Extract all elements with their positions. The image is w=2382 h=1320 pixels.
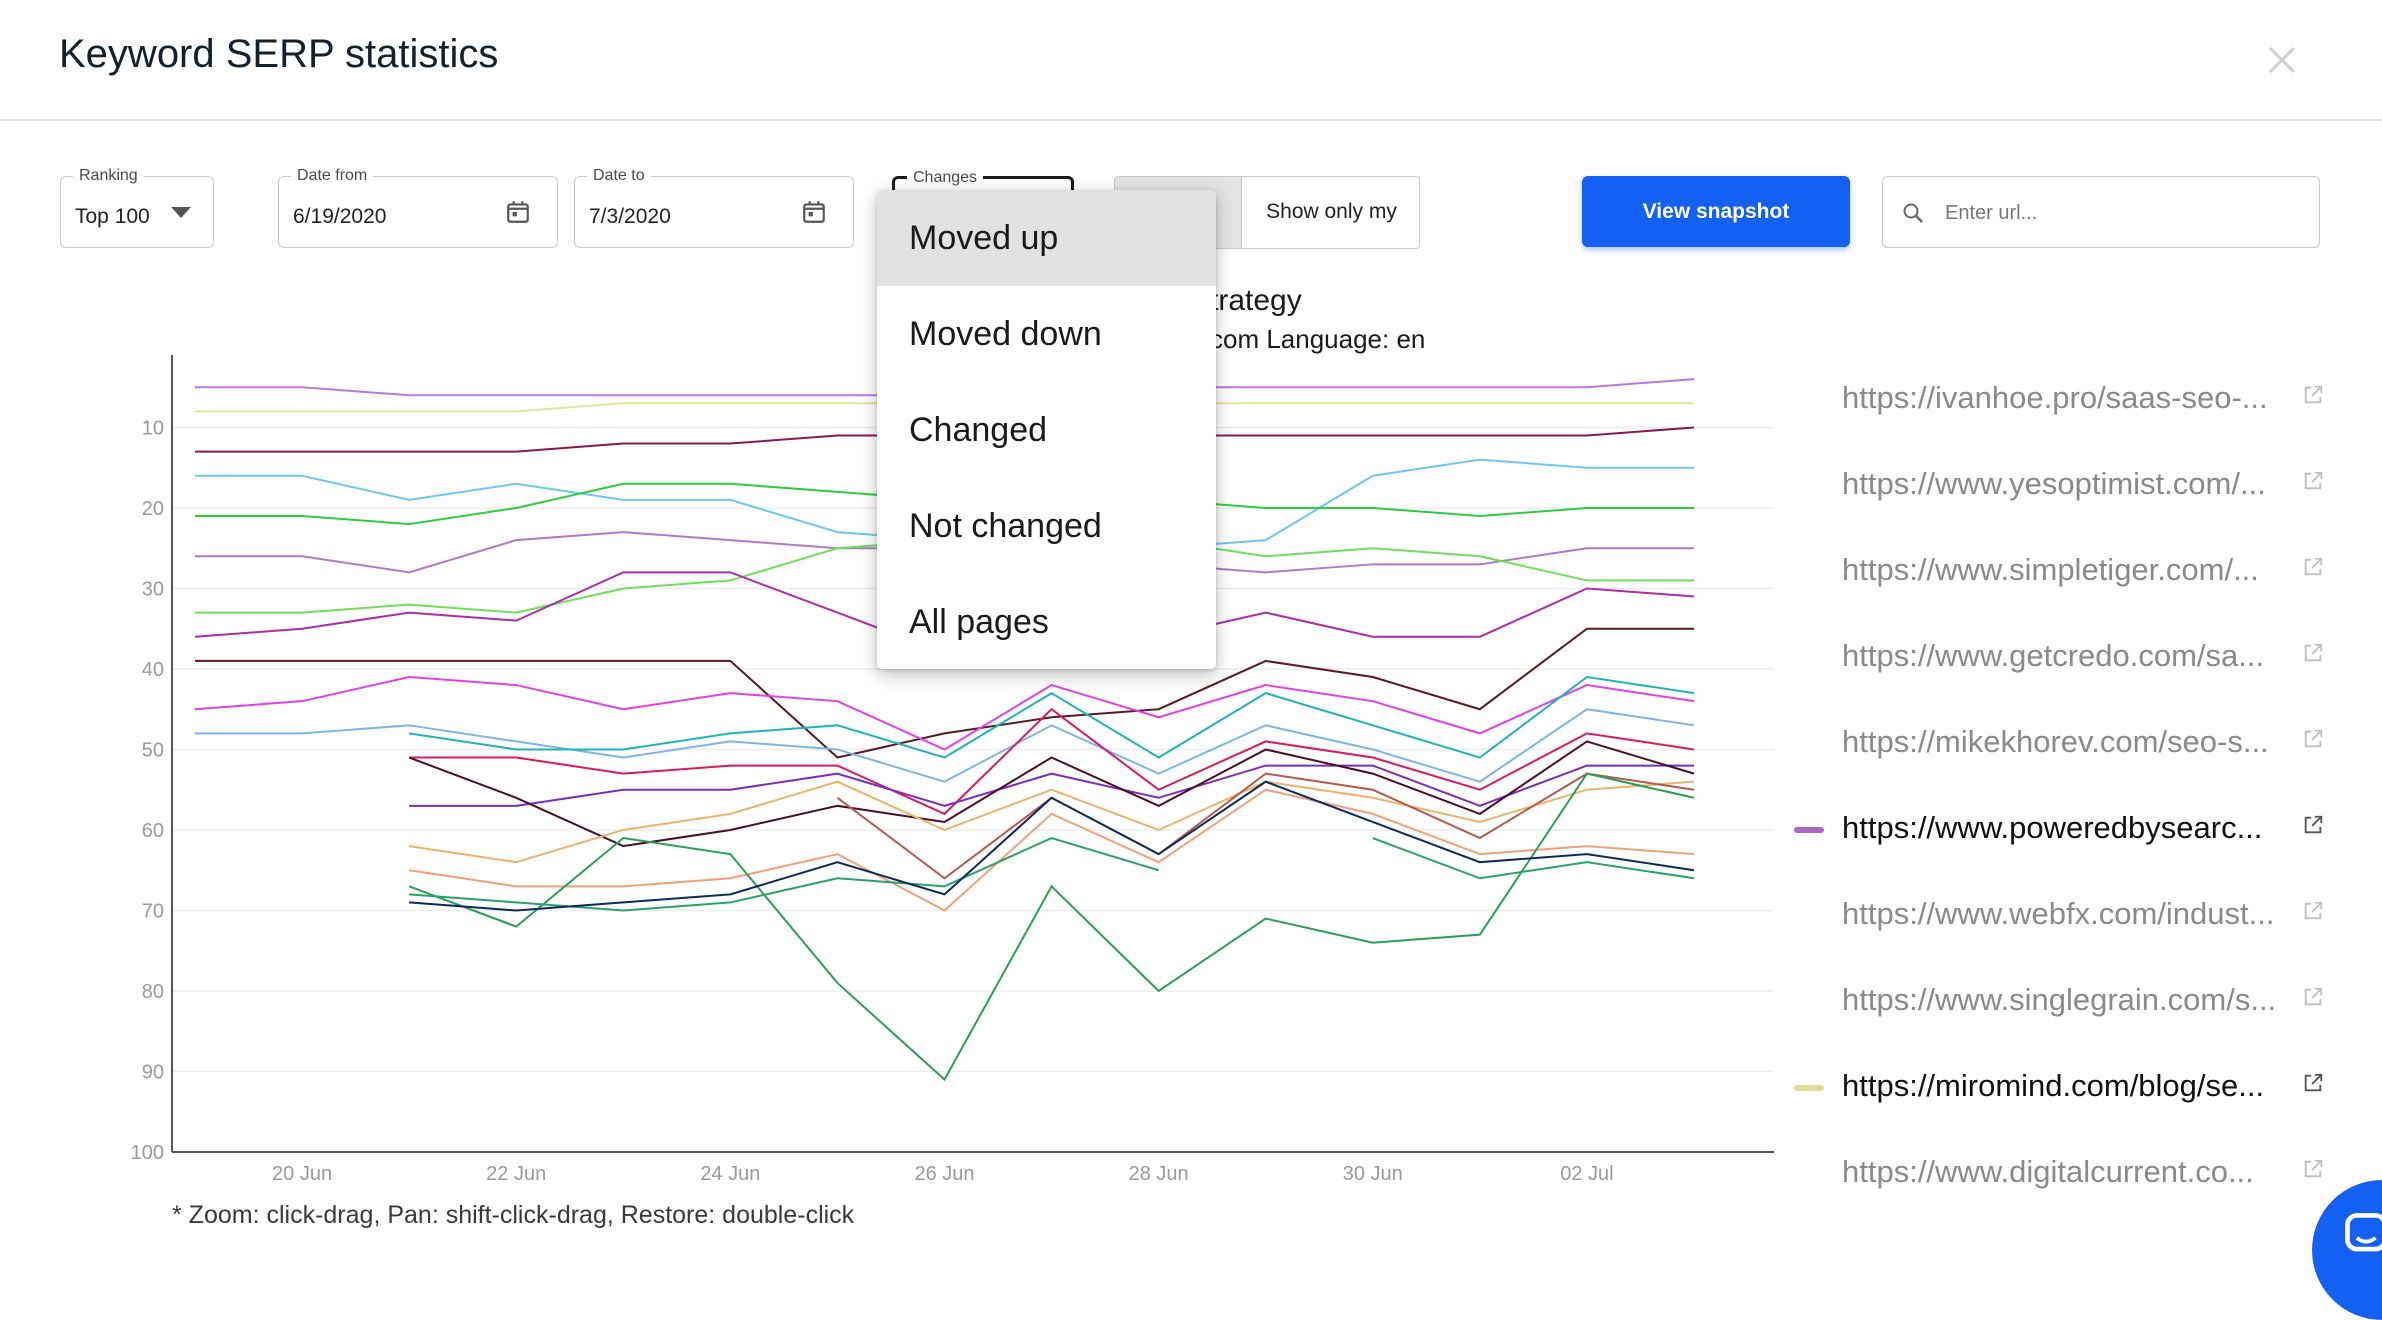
x-tick-label: 22 Jun (486, 1163, 546, 1180)
search-icon (1903, 203, 1923, 223)
series-line-19 (409, 836, 1159, 912)
legend-url[interactable]: https://miromind.com/blog/se... (1842, 1068, 2265, 1103)
series-line-16 (836, 772, 1695, 880)
series-line-8 (195, 627, 1694, 759)
dropdown-option-moved-up[interactable]: Moved up (877, 190, 1216, 286)
calendar-icon[interactable] (801, 199, 827, 225)
external-link-icon[interactable] (2302, 728, 2324, 750)
series-line-19 (1372, 837, 1695, 880)
legend-item[interactable]: https://mikekhorev.com/seo-s... (1790, 722, 2350, 762)
series-line-9 (194, 676, 1695, 751)
chart-title: trategy (1210, 284, 1302, 317)
legend-item[interactable]: https://www.poweredbysearc... (1790, 808, 2350, 848)
date-from-value: 6/19/2020 (293, 205, 387, 228)
y-tick-label: 60 (142, 820, 164, 842)
date-to-value: 7/3/2020 (589, 205, 671, 228)
y-tick-label: 100 (131, 1142, 164, 1164)
series-line-20 (409, 780, 1695, 912)
y-tick-label: 90 (142, 1061, 164, 1083)
y-tick-label: 70 (142, 900, 164, 922)
x-tick-label: 02 Jul (1560, 1163, 1613, 1180)
external-link-icon[interactable] (2302, 1072, 2324, 1094)
date-to-label: Date to (587, 167, 651, 185)
legend-url[interactable]: https://mikekhorev.com/seo-s... (1842, 724, 2269, 759)
x-tick-label: 26 Jun (914, 1163, 974, 1180)
x-tick-label: 20 Jun (272, 1163, 332, 1180)
series-line-18 (408, 772, 1695, 1082)
external-link-icon[interactable] (2302, 556, 2324, 578)
ranking-value: Top 100 (75, 205, 150, 228)
legend-url[interactable]: https://ivanhoe.pro/saas-seo-... (1842, 380, 2268, 415)
legend-url[interactable]: https://www.simpletiger.com/... (1842, 552, 2259, 587)
series-line-14 (408, 740, 1695, 848)
legend-item[interactable]: https://ivanhoe.pro/saas-seo-... (1790, 378, 2350, 418)
date-from-field[interactable]: Date from 6/19/2020 (278, 167, 558, 248)
y-tick-label: 80 (142, 981, 164, 1003)
chat-icon (2345, 1213, 2382, 1252)
legend-swatch (1794, 1085, 1824, 1091)
external-link-icon[interactable] (2302, 642, 2324, 664)
legend-url[interactable]: https://www.webfx.com/indust... (1842, 896, 2275, 931)
changes-label: Changes (907, 169, 984, 187)
y-tick-label: 40 (142, 659, 164, 681)
legend-url[interactable]: https://www.getcredo.com/sa... (1842, 638, 2265, 673)
dropdown-option-changed[interactable]: Changed (909, 411, 1048, 449)
series-line-12 (409, 707, 1695, 816)
chat-widget-button[interactable] (2312, 1180, 2382, 1320)
series-line-17 (408, 788, 1695, 912)
x-tick-label: 30 Jun (1343, 1163, 1403, 1180)
legend-url[interactable]: https://www.singlegrain.com/s... (1842, 982, 2277, 1017)
y-tick-label: 50 (142, 739, 164, 761)
date-from-label: Date from (291, 167, 374, 185)
legend-item[interactable]: https://www.yesoptimist.com/... (1790, 464, 2350, 504)
legend-item[interactable]: https://www.getcredo.com/sa... (1790, 636, 2350, 676)
dropdown-option-not-changed[interactable]: Not changed (909, 507, 1102, 545)
page-title: Keyword SERP statistics (59, 32, 499, 76)
series-line-10 (195, 708, 1695, 783)
caret-down-icon (171, 207, 191, 218)
chart-subtitle: com Language: en (1210, 324, 1426, 354)
changes-dropdown-menu: Moved up Moved down Changed Not changed All … (877, 190, 1216, 669)
zoom-hint: * Zoom: click-drag, Pan: shift-click-dra… (172, 1201, 855, 1229)
x-tick-label: 24 Jun (700, 1163, 760, 1180)
external-link-icon[interactable] (2302, 986, 2324, 1008)
external-link-icon[interactable] (2302, 814, 2324, 836)
external-link-icon[interactable] (2302, 470, 2324, 492)
date-to-field[interactable]: Date to 7/3/2020 (574, 167, 854, 248)
x-tick-label: 28 Jun (1129, 1163, 1189, 1180)
legend-item[interactable]: https://www.simpletiger.com/... (1790, 550, 2350, 590)
legend-item[interactable]: https://www.digitalcurrent.co... (1790, 1152, 2350, 1192)
y-tick-label: 20 (142, 498, 164, 520)
legend-url[interactable]: https://www.yesoptimist.com/... (1842, 466, 2266, 501)
dropdown-option-all-pages[interactable]: All pages (909, 603, 1049, 641)
series-line-13 (409, 764, 1694, 807)
legend-item[interactable]: https://www.singlegrain.com/s... (1790, 980, 2350, 1020)
close-icon[interactable] (2262, 40, 2302, 80)
chart-axes: 10 20 30 40 50 60 70 80 90 100 20 Jun 22 Jun 24 Jun 2… (131, 355, 1774, 1180)
dropdown-option-moved-down[interactable]: Moved down (909, 315, 1102, 353)
series-line-15 (408, 780, 1695, 864)
url-search[interactable] (1882, 176, 2320, 248)
legend-item[interactable]: https://www.webfx.com/indust... (1790, 894, 2350, 934)
external-link-icon[interactable] (2302, 1158, 2324, 1180)
legend-url[interactable]: https://www.digitalcurrent.co... (1842, 1154, 2254, 1189)
series-line-11 (408, 675, 1695, 759)
y-tick-label: 10 (142, 417, 164, 439)
url-search-input[interactable] (1943, 195, 2307, 231)
view-snapshot-button[interactable]: View snapshot (1582, 176, 1850, 247)
calendar-icon[interactable] (505, 199, 531, 225)
ranking-label: Ranking (73, 167, 144, 185)
legend-url[interactable]: https://www.poweredbysearc... (1842, 810, 2263, 845)
ranking-select[interactable]: Ranking Top 100 (60, 167, 214, 248)
external-link-icon[interactable] (2302, 384, 2324, 406)
toggle-show-only-my[interactable]: Show only my (1241, 177, 1419, 248)
external-link-icon[interactable] (2302, 900, 2324, 922)
y-tick-label: 30 (142, 578, 164, 600)
legend-item[interactable]: https://miromind.com/blog/se... (1790, 1066, 2350, 1106)
legend-swatch (1794, 827, 1824, 833)
modal-header: Keyword SERP statistics (0, 0, 2382, 121)
